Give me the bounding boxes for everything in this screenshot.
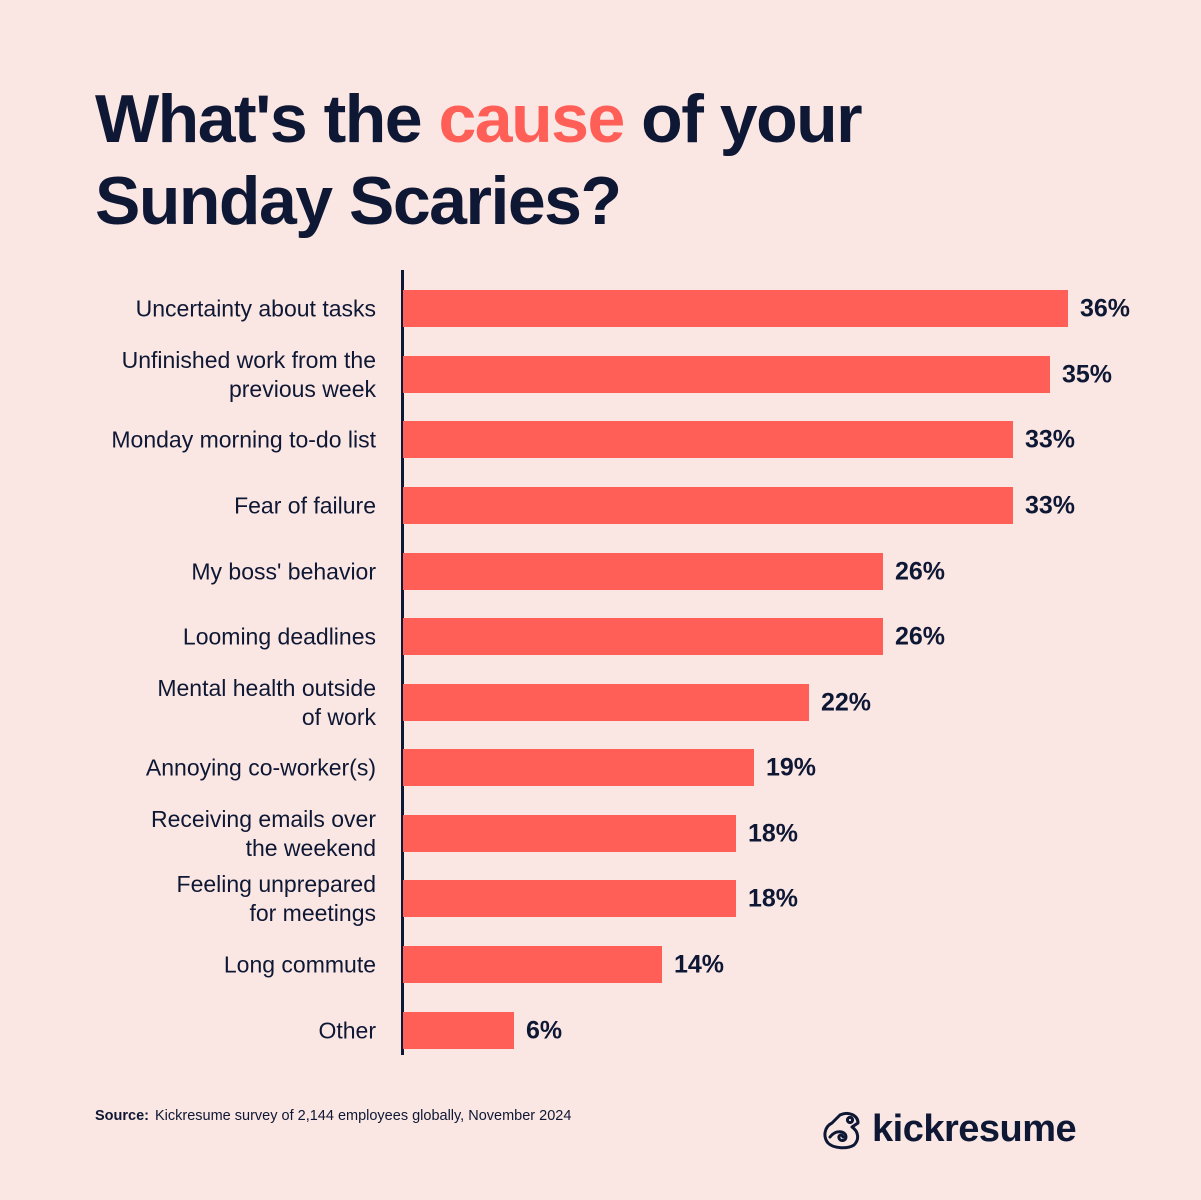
category-label: My boss' behavior — [191, 558, 376, 584]
bar — [403, 946, 662, 983]
bar-row: Other 6% — [0, 1012, 1201, 1049]
bar — [403, 618, 883, 655]
bar — [403, 487, 1013, 524]
bar-row: Looming deadlines 26% — [0, 618, 1201, 655]
title-line-2: Sunday Scaries? — [95, 163, 622, 239]
bar — [403, 815, 736, 852]
bar-row: Fear of failure 33% — [0, 487, 1201, 524]
bar — [403, 749, 754, 786]
bar — [403, 290, 1068, 327]
bar-row: Feeling unprepared for meetings 18% — [0, 871, 1201, 926]
value-label: 35% — [1062, 360, 1113, 388]
title-part-1: What's the — [95, 81, 439, 157]
chart-title: What's the cause of your Sunday Scaries? — [95, 78, 863, 242]
bar — [403, 421, 1013, 458]
value-label: 19% — [766, 753, 817, 781]
bar — [403, 684, 809, 721]
category-label: Monday morning to-do list — [111, 426, 376, 452]
bar — [403, 1012, 514, 1049]
bar-row: Long commute 14% — [0, 946, 1201, 983]
title-part-2: of your — [623, 81, 862, 157]
category-label: Receiving emails over the weekend — [151, 805, 376, 861]
brand-wordmark: kickresume — [872, 1107, 1077, 1150]
value-label: 33% — [1025, 491, 1076, 519]
value-label: 22% — [821, 688, 872, 716]
chameleon-logo-icon — [823, 1111, 860, 1150]
category-label: Other — [318, 1017, 376, 1043]
bar-row: Uncertainty about tasks 36% — [0, 290, 1201, 327]
value-label: 36% — [1080, 294, 1131, 322]
bar — [403, 553, 883, 590]
bar-row: Unfinished work from the previous week 3… — [0, 347, 1201, 402]
bar-row: My boss' behavior 26% — [0, 553, 1201, 590]
bar-row: Mental health outside of work 22% — [0, 675, 1201, 730]
bar — [403, 880, 736, 917]
bar-row: Receiving emails over the weekend 18% — [0, 806, 1201, 861]
source-note: Source: Kickresume survey of 2,144 employ… — [95, 1108, 571, 1124]
value-label: 14% — [674, 950, 725, 978]
source-text: Kickresume survey of 2,144 employees glo… — [155, 1108, 572, 1124]
category-label: Feeling unprepared for meetings — [176, 870, 376, 926]
value-label: 26% — [895, 622, 946, 650]
value-label: 33% — [1025, 425, 1076, 453]
category-label: Looming deadlines — [182, 623, 376, 649]
category-label: Annoying co-worker(s) — [145, 754, 376, 780]
category-label: Mental health outside of work — [157, 674, 376, 730]
category-label: Long commute — [223, 951, 376, 977]
category-label: Fear of failure — [234, 492, 376, 518]
brand-logo: kickresume — [820, 1105, 1077, 1153]
title-accent-word: cause — [438, 81, 625, 157]
bar-row: Monday morning to-do list 33% — [0, 421, 1201, 458]
y-axis-line — [401, 270, 404, 1055]
value-label: 18% — [748, 819, 799, 847]
value-label: 26% — [895, 557, 946, 585]
source-label: Source: — [95, 1108, 149, 1124]
category-label: Uncertainty about tasks — [135, 295, 376, 321]
bar — [403, 356, 1050, 393]
value-label: 18% — [748, 884, 799, 912]
category-label: Unfinished work from the previous week — [121, 346, 376, 402]
value-label: 6% — [526, 1016, 563, 1044]
bar-row: Annoying co-worker(s) 19% — [0, 749, 1201, 786]
